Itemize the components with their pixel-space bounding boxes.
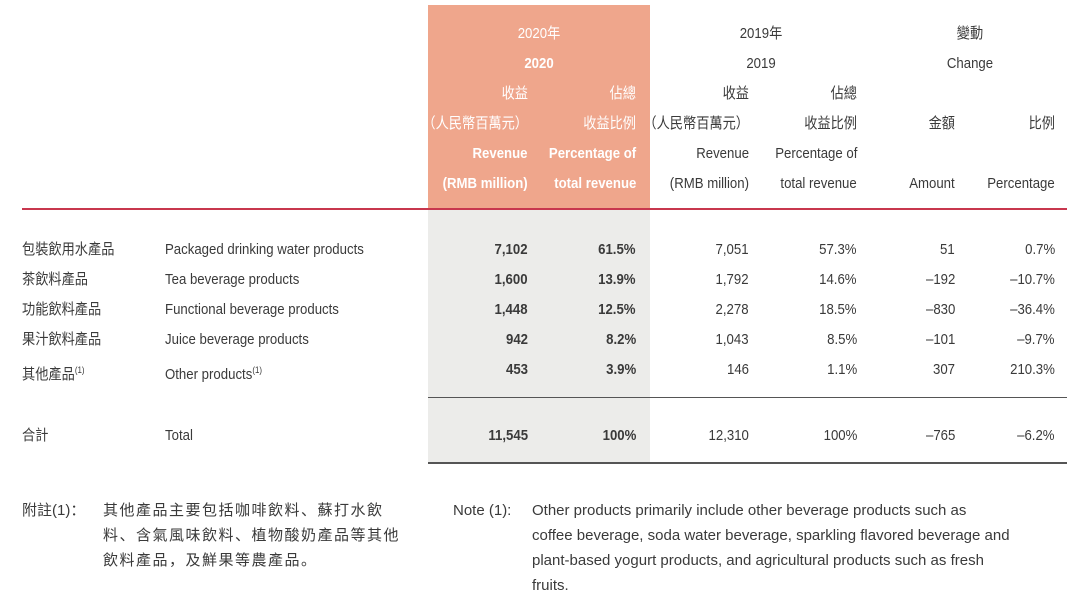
total-label-en: Total xyxy=(165,427,193,444)
col-2019-pct-en-2: total revenue xyxy=(780,175,857,192)
cell-rev-2020: 1,600 xyxy=(494,271,528,288)
year-2020-en: 2020 xyxy=(524,55,554,72)
note-en-line: Other products primarily include other b… xyxy=(532,502,967,519)
col-amount-zh: 金額 xyxy=(928,115,955,132)
col-2019-pct-en-1: Percentage of xyxy=(774,145,857,162)
total-pct-2020: 100% xyxy=(602,427,636,444)
note-en-line: coffee beverage, soda water beverage, sp… xyxy=(532,527,1010,544)
note-en-line: plant-based yogurt products, and agricul… xyxy=(532,552,984,569)
cell-rev-2020: 453 xyxy=(505,361,528,378)
cell-rev-2019: 2,278 xyxy=(715,301,749,318)
row-label-zh: 茶飲料產品 xyxy=(22,271,89,288)
cell-pct-2019: 18.5% xyxy=(819,301,857,318)
col-2019-rev-zh-2: （人民幣百萬元） xyxy=(643,115,749,132)
row-label-en: Tea beverage products xyxy=(165,271,300,288)
footnote-marker: (1) xyxy=(74,365,85,375)
cell-rev-2019: 146 xyxy=(726,361,749,378)
cell-ratio: –36.4% xyxy=(1010,301,1055,318)
cell-pct-2020: 61.5% xyxy=(598,241,636,258)
cell-rev-2019: 7,051 xyxy=(715,241,749,258)
col-2019-rev-en-2: (RMB million) xyxy=(669,175,749,192)
col-2020-rev-en-1: Revenue xyxy=(472,145,528,162)
row-label-en: Juice beverage products xyxy=(165,331,309,348)
row-label-zh: 其他產品(1) xyxy=(22,365,85,383)
col-2020-pct-en-2: total revenue xyxy=(553,175,636,192)
row-label-en: Other products(1) xyxy=(165,365,262,383)
year-2020-zh: 2020年 xyxy=(517,25,561,42)
cell-pct-2019: 14.6% xyxy=(819,271,857,288)
col-2020-rev-zh-1: 收益 xyxy=(501,85,528,102)
note-en-label: Note (1): xyxy=(453,502,512,519)
change-en: Change xyxy=(946,55,994,72)
cell-amount: –101 xyxy=(925,331,955,348)
col-2020-pct-zh-2: 收益比例 xyxy=(583,115,636,132)
note-zh-line: 飲料產品，及鮮果等農產品。 xyxy=(103,552,318,569)
total-label-zh: 合計 xyxy=(22,427,49,444)
year-2019-zh: 2019年 xyxy=(739,25,783,42)
col-2020-rev-zh-2: （人民幣百萬元） xyxy=(422,115,528,132)
col-ratio-en: Percentage xyxy=(987,175,1055,192)
col-2020-pct-zh-1: 佔總 xyxy=(609,85,636,102)
total-pct-2019: 100% xyxy=(823,427,857,444)
col-2019-rev-zh-1: 收益 xyxy=(722,85,749,102)
cell-pct-2020: 3.9% xyxy=(605,361,636,378)
col-2019-pct-zh-1: 佔總 xyxy=(830,85,857,102)
cell-amount: 51 xyxy=(940,241,955,258)
change-zh: 變動 xyxy=(956,25,984,42)
cell-pct-2020: 12.5% xyxy=(598,301,636,318)
cell-rev-2020: 1,448 xyxy=(494,301,528,318)
cell-amount: –192 xyxy=(925,271,955,288)
cell-ratio: –9.7% xyxy=(1017,331,1055,348)
total-rev-2020: 11,545 xyxy=(488,427,528,444)
year-2019-en: 2019 xyxy=(746,55,776,72)
footnote-marker: (1) xyxy=(252,365,262,375)
total-amount: –765 xyxy=(925,427,955,444)
subtotal-rule xyxy=(428,397,1067,398)
highlight-2020-header xyxy=(428,5,650,208)
cell-ratio: 0.7% xyxy=(1024,241,1055,258)
note-zh-label: 附註(1)： xyxy=(22,502,86,519)
col-2019-pct-zh-2: 收益比例 xyxy=(804,115,857,132)
row-label-en: Packaged drinking water products xyxy=(165,241,364,258)
cell-pct-2019: 8.5% xyxy=(826,331,857,348)
row-label-zh: 功能飲料產品 xyxy=(22,301,102,318)
row-label-zh: 包裝飲用水產品 xyxy=(22,241,115,258)
col-amount-en: Amount xyxy=(909,175,955,192)
total-rule xyxy=(428,462,1067,464)
cell-pct-2019: 1.1% xyxy=(826,361,857,378)
col-2019-rev-en-1: Revenue xyxy=(696,145,749,162)
row-label-en: Functional beverage products xyxy=(165,301,339,318)
total-rev-2019: 12,310 xyxy=(708,427,749,444)
cell-ratio: –10.7% xyxy=(1010,271,1055,288)
total-ratio: –6.2% xyxy=(1017,427,1055,444)
highlight-2020-column xyxy=(428,209,650,464)
cell-ratio: 210.3% xyxy=(1010,361,1055,378)
col-2020-rev-en-2: (RMB million) xyxy=(442,175,528,192)
cell-rev-2019: 1,792 xyxy=(715,271,749,288)
cell-amount: –830 xyxy=(925,301,955,318)
row-label-zh: 果汁飲料產品 xyxy=(22,331,102,348)
cell-rev-2019: 1,043 xyxy=(715,331,749,348)
cell-rev-2020: 7,102 xyxy=(494,241,528,258)
cell-pct-2020: 13.9% xyxy=(598,271,636,288)
col-2020-pct-en-1: Percentage of xyxy=(548,145,636,162)
note-en-line: fruits. xyxy=(532,577,569,594)
cell-pct-2020: 8.2% xyxy=(605,331,636,348)
note-zh-line: 料、含氣風味飲料、植物酸奶產品等其他 xyxy=(103,527,401,544)
cell-rev-2020: 942 xyxy=(505,331,528,348)
note-zh-line: 其他產品主要包括咖啡飲料、蘇打水飲 xyxy=(103,502,384,519)
cell-pct-2019: 57.3% xyxy=(819,241,857,258)
header-divider xyxy=(22,208,1067,210)
cell-amount: 307 xyxy=(932,361,955,378)
col-ratio-zh: 比例 xyxy=(1028,115,1055,132)
